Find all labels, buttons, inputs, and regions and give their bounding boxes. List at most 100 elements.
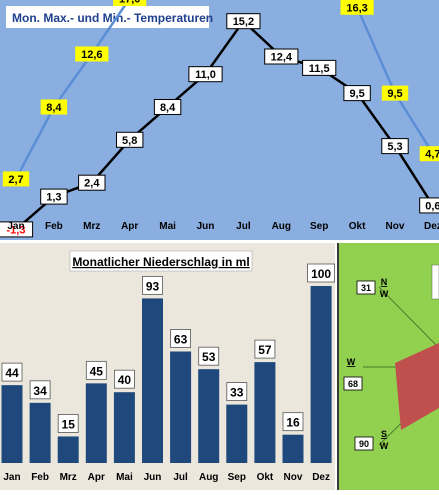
precipitation-label-box (170, 329, 192, 348)
precipitation-label-box (307, 263, 336, 283)
wind-label-sw-top: S (381, 429, 387, 439)
precipitation-label-box (57, 414, 79, 433)
wind-chart: 31 N W W 68 S W 90 (343, 264, 439, 451)
max-temperature-data-label: 4,7 (425, 149, 439, 161)
min-temperature-data-label: 11,0 (195, 69, 216, 81)
wind-label-sw-bottom: W (380, 441, 389, 451)
temperature-chart-title-box (6, 6, 209, 28)
min-temperature-label-box (153, 98, 182, 115)
max-temperature-label-box (40, 99, 68, 115)
precipitation-data-label: 93 (146, 279, 160, 293)
precipitation-x-tick-label: Aug (199, 472, 218, 483)
wind-legend-corner (431, 264, 439, 300)
panel-divider (0, 240, 439, 243)
max-temperature-label-box (340, 0, 374, 15)
min-temperature-data-label: 0,6 (425, 200, 439, 212)
wind-value-sw-box (354, 436, 374, 451)
precipitation-bar (170, 351, 192, 463)
precipitation-data-label: 63 (174, 332, 188, 346)
precipitation-data-label: 40 (118, 373, 132, 387)
temperature-x-tick-label: Dez (424, 221, 439, 232)
precipitation-label-box (85, 360, 107, 380)
wind-chart-panel: 31 N W W 68 S W 90 (337, 243, 439, 490)
min-temperature-data-label: 15,2 (233, 16, 254, 28)
temperature-x-tick-label: Okt (349, 221, 366, 232)
precipitation-label-box (142, 275, 163, 295)
min-temperature-label-box (264, 48, 299, 65)
max-temperature-label-box (75, 46, 109, 62)
precipitation-bar (282, 434, 304, 463)
min-temperature-label-box (381, 138, 409, 155)
precipitation-bar (198, 369, 220, 463)
min-temperature-label-box (78, 174, 106, 191)
precipitation-x-tick-label: Mrz (60, 472, 77, 483)
precipitation-label-box (1, 362, 23, 382)
precipitation-label-box (114, 369, 135, 389)
max-temperature-label-box (2, 171, 30, 187)
wind-sector (395, 343, 439, 430)
temperature-x-tick-label: Feb (45, 221, 63, 232)
precipitation-data-label: 57 (258, 343, 272, 357)
temperature-x-tick-label: Mrz (83, 221, 100, 232)
min-temperature-data-label: -1,3 (7, 224, 26, 236)
precipitation-data-label: 33 (230, 386, 244, 400)
wind-value-sw: 90 (359, 439, 369, 449)
precipitation-bar (310, 286, 332, 463)
precipitation-bar (113, 392, 135, 463)
precipitation-x-tick-label: Mai (116, 472, 133, 483)
temperature-x-tick-label: Jan (7, 221, 24, 232)
max-temperature-data-label: 12,6 (81, 49, 102, 61)
temperature-x-tick-label: Apr (121, 221, 138, 232)
precipitation-x-tick-label: Jan (3, 472, 20, 483)
min-temperature-data-label: 12,4 (271, 52, 293, 64)
wind-value-nw-box (356, 280, 376, 295)
precipitation-data-label: 15 (62, 417, 76, 431)
max-temperature-data-label: 17,0 (119, 0, 140, 5)
temperature-x-tick-label: Jul (236, 221, 251, 232)
precipitation-data-label: 34 (33, 384, 47, 398)
min-temperature-data-label: 11,5 (309, 63, 330, 75)
min-temperature-data-label: 5,3 (387, 141, 402, 153)
precipitation-data-label: 100 (311, 267, 331, 281)
precipitation-chart-title-box (69, 250, 253, 272)
precipitation-chart-panel: Monatlicher Niederschlag in ml 44 Jan 34 Fe… (0, 243, 336, 490)
max-temperature-line (14, 0, 434, 180)
temperature-x-tick-label: Nov (386, 221, 405, 232)
max-temperature-label-box (419, 146, 439, 162)
precipitation-x-tick-label: Okt (257, 472, 274, 483)
precipitation-label-box (198, 346, 220, 366)
min-temperature-label-box (0, 221, 34, 238)
min-temperature-label-box (116, 131, 144, 148)
temperature-x-tick-label: Sep (310, 221, 328, 232)
precipitation-x-tick-label: Sep (228, 472, 246, 483)
max-temperature-data-label: 9,5 (387, 88, 402, 100)
wind-value-nw: 31 (361, 283, 371, 293)
precipitation-x-tick-label: Feb (31, 472, 49, 483)
min-temperature-data-label: 9,5 (349, 88, 364, 100)
temperature-chart: Mon. Max.- und Min.- Temperaturen 2,7 8,4… (0, 0, 439, 238)
precipitation-data-label: 45 (90, 364, 104, 378)
wind-label-nw-top: N (381, 277, 388, 287)
precipitation-data-label: 44 (5, 366, 19, 380)
precipitation-x-tick-label: Jul (173, 472, 188, 483)
precipitation-chart-title: Monatlicher Niederschlag in ml (72, 255, 249, 269)
min-temperature-data-label: 5,8 (122, 135, 137, 147)
temperature-x-tick-label: Jun (197, 221, 215, 232)
min-temperature-label-box (40, 188, 68, 205)
max-temperature-data-label: 2,7 (8, 174, 23, 186)
precipitation-bar (254, 362, 276, 463)
precipitation-bar (142, 298, 163, 463)
precipitation-x-tick-label: Jun (144, 472, 162, 483)
min-temperature-data-label: 2,4 (84, 178, 100, 190)
max-temperature-data-label: 16,3 (346, 2, 367, 14)
min-temperature-label-box (302, 59, 337, 76)
min-temperature-label-box (343, 85, 371, 102)
max-temperature-label-box (113, 0, 147, 6)
wind-axis-nw (378, 286, 439, 349)
max-temperature-label-box (381, 85, 409, 101)
precipitation-label-box (254, 339, 276, 359)
temperature-x-tick-label: Mai (159, 221, 176, 232)
min-temperature-label-box (188, 66, 223, 83)
precipitation-bar (29, 402, 51, 463)
precipitation-label-box (226, 382, 248, 401)
